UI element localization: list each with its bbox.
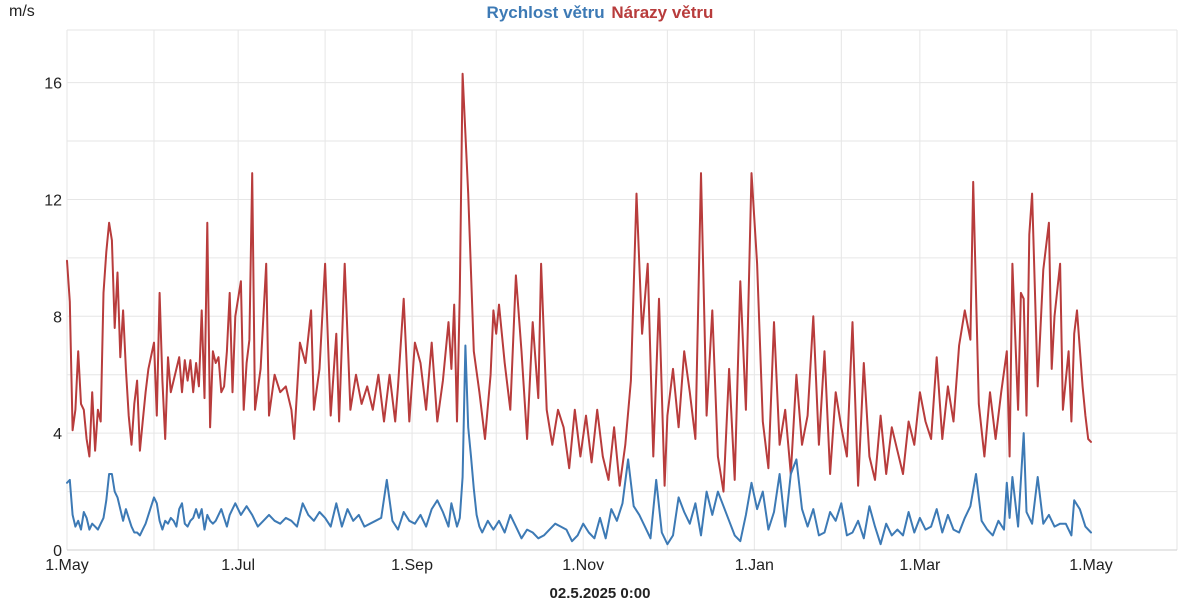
- x-tick-label: 1.Sep: [391, 557, 433, 574]
- legend-item-wind-gust[interactable]: Nárazy větru: [611, 3, 714, 22]
- chart-legend: Rychlost větru Nárazy větru: [0, 3, 1200, 23]
- chart-timestamp: 02.5.2025 0:00: [549, 585, 651, 602]
- x-tick-label: 1.Jul: [221, 557, 255, 574]
- y-tick-label: 8: [53, 309, 62, 326]
- x-tick-label: 1.Jan: [735, 557, 774, 574]
- y-tick-label: 4: [53, 426, 62, 443]
- x-tick-label: 1.Mar: [899, 557, 941, 574]
- x-tick-label: 1.May: [1069, 557, 1113, 574]
- legend-item-wind-speed[interactable]: Rychlost větru: [486, 3, 605, 22]
- series-line-wind-gust: [66, 72, 1092, 493]
- y-tick-label: 16: [44, 76, 62, 93]
- x-tick-label: 1.Nov: [562, 557, 604, 574]
- chart-series: [66, 72, 1092, 546]
- axis-ticks: 0 4 8 12 16 1.May 1.Jul 1.Sep 1.Nov 1.Jan 1.Mar 1.M…: [44, 76, 1113, 574]
- y-axis-unit-label: m/s: [9, 3, 35, 20]
- chart-grid: [66, 29, 1178, 551]
- x-tick-label: 1.May: [45, 557, 89, 574]
- series-line-wind-speed: [66, 344, 1092, 546]
- y-tick-label: 12: [44, 192, 62, 209]
- y-tick-label: 0: [53, 543, 62, 560]
